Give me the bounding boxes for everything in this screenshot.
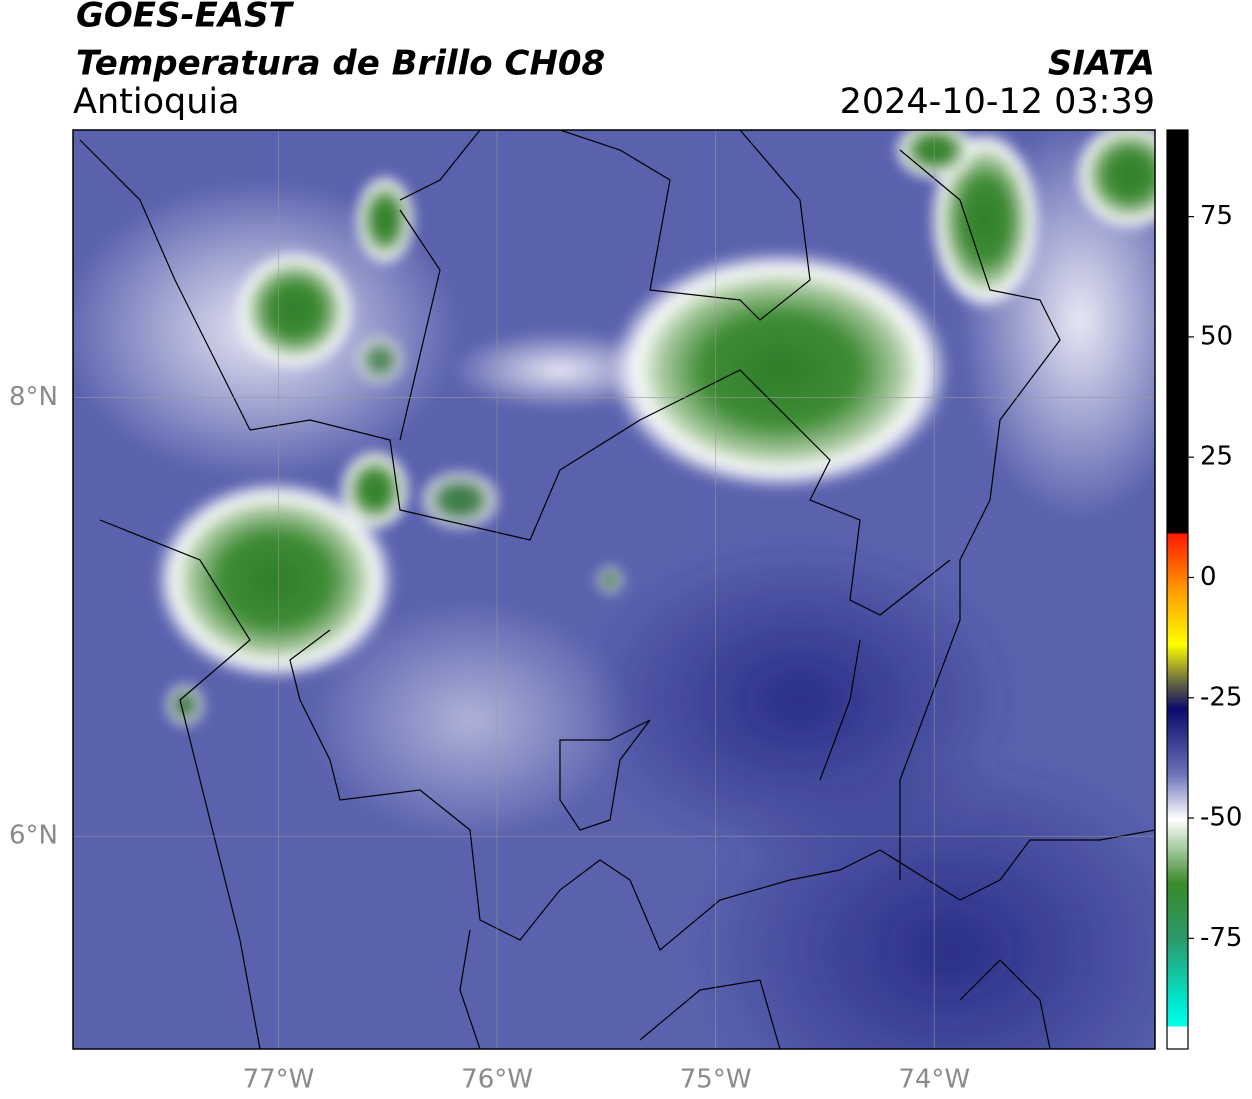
x-tick-label: 76°W <box>461 1065 533 1095</box>
map-frame <box>72 129 1156 1050</box>
colorbar-tick-label: -75 <box>1200 923 1242 953</box>
y-tick-label: 6°N <box>9 821 58 851</box>
colorbar-tick-label: 0 <box>1200 562 1217 592</box>
x-tick-label: 77°W <box>243 1065 315 1095</box>
colorbar-tick-label: 50 <box>1200 321 1233 351</box>
y-tick-label: 8°N <box>9 382 58 412</box>
source: SIATA <box>1048 44 1155 84</box>
subtitle: Temperatura de Brillo CH08 <box>76 44 605 84</box>
colorbar-tick-label: -50 <box>1200 803 1242 833</box>
x-tick-label: 74°W <box>898 1065 970 1095</box>
colorbar-tick-label: 25 <box>1200 442 1233 472</box>
colorbar <box>1166 129 1189 1050</box>
colorbar-tick-label: 75 <box>1200 201 1233 231</box>
title: GOES-EAST <box>76 0 295 36</box>
graticule <box>73 130 1155 1049</box>
colorbar-tick-label: -25 <box>1200 682 1242 712</box>
datetime: 2024-10-12 03:39 <box>840 82 1155 122</box>
region: Antioquia <box>73 82 240 122</box>
x-tick-label: 75°W <box>680 1065 752 1095</box>
map-image <box>73 130 1155 1049</box>
